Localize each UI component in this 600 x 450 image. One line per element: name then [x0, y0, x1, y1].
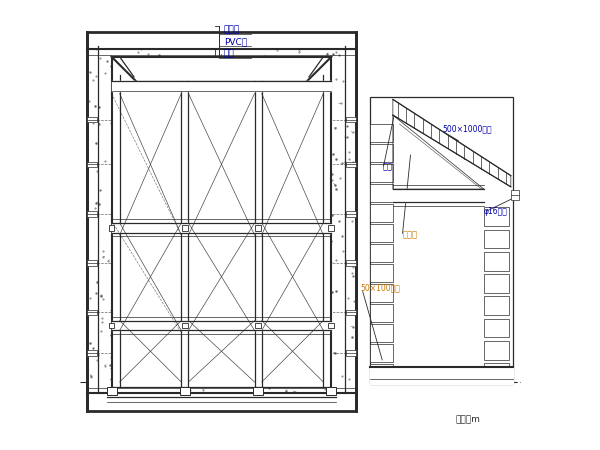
Bar	[255, 225, 261, 231]
Bar	[484, 296, 509, 315]
Bar	[346, 211, 356, 217]
Bar	[182, 323, 188, 328]
Text: 单位：m: 单位：m	[456, 416, 481, 425]
Bar	[109, 323, 115, 328]
Bar	[346, 260, 356, 266]
Bar	[88, 211, 97, 217]
Bar	[370, 304, 393, 322]
Bar	[112, 57, 331, 387]
Bar	[255, 323, 261, 328]
Text: 寸扎质: 寸扎质	[402, 230, 417, 239]
Bar	[370, 344, 393, 362]
Bar	[328, 323, 334, 328]
Bar	[87, 32, 356, 411]
Text: 边管: 边管	[383, 162, 393, 171]
Bar	[370, 364, 393, 382]
Bar	[370, 184, 393, 202]
Bar	[88, 350, 97, 356]
Bar	[370, 164, 393, 182]
Bar	[88, 310, 97, 315]
Bar	[370, 124, 393, 142]
Bar	[484, 363, 509, 382]
Text: 木模: 木模	[224, 49, 235, 58]
Bar	[346, 162, 356, 167]
Bar	[370, 264, 393, 282]
Bar	[370, 244, 393, 262]
Text: φ16螺栓: φ16螺栓	[484, 207, 508, 216]
Bar	[88, 117, 97, 122]
Bar	[370, 97, 513, 384]
Bar	[180, 387, 190, 395]
Bar	[182, 225, 188, 231]
Bar	[484, 207, 509, 226]
Bar	[346, 117, 356, 122]
Bar	[370, 204, 393, 222]
Bar	[328, 225, 334, 231]
Text: 50×100垫木: 50×100垫木	[361, 284, 400, 292]
Bar	[88, 162, 97, 167]
Bar	[484, 341, 509, 360]
Bar	[484, 230, 509, 248]
Bar	[370, 324, 393, 342]
Bar	[346, 350, 356, 356]
Bar	[511, 190, 519, 200]
Bar	[253, 387, 263, 395]
Bar	[370, 224, 393, 242]
Bar	[370, 144, 393, 162]
Bar	[88, 260, 97, 266]
Bar	[326, 387, 337, 395]
Bar	[484, 319, 509, 338]
Bar	[109, 225, 115, 231]
Bar	[484, 274, 509, 293]
Bar	[370, 284, 393, 302]
Bar	[107, 387, 116, 395]
Text: 混凝土: 混凝土	[224, 25, 240, 34]
Text: PVC层: PVC层	[224, 37, 247, 46]
Text: 500×1000木模: 500×1000木模	[443, 124, 492, 133]
Bar	[346, 310, 356, 315]
Polygon shape	[393, 99, 511, 187]
Bar	[484, 252, 509, 271]
